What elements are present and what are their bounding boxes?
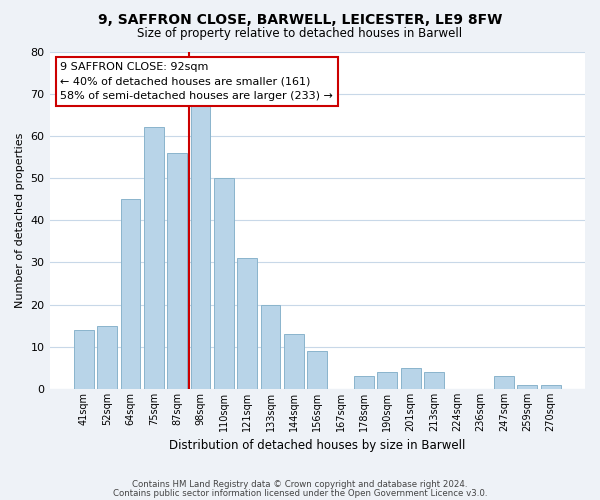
Text: Size of property relative to detached houses in Barwell: Size of property relative to detached ho… xyxy=(137,28,463,40)
Bar xyxy=(121,199,140,389)
Bar xyxy=(494,376,514,389)
Bar xyxy=(541,385,560,389)
X-axis label: Distribution of detached houses by size in Barwell: Distribution of detached houses by size … xyxy=(169,440,466,452)
Bar xyxy=(424,372,444,389)
Bar xyxy=(517,385,538,389)
Bar xyxy=(354,376,374,389)
Bar xyxy=(167,153,187,389)
Text: Contains HM Land Registry data © Crown copyright and database right 2024.: Contains HM Land Registry data © Crown c… xyxy=(132,480,468,489)
Bar xyxy=(307,351,327,389)
Text: 9 SAFFRON CLOSE: 92sqm
← 40% of detached houses are smaller (161)
58% of semi-de: 9 SAFFRON CLOSE: 92sqm ← 40% of detached… xyxy=(60,62,333,101)
Bar xyxy=(97,326,117,389)
Bar xyxy=(191,106,211,389)
Bar xyxy=(74,330,94,389)
Bar xyxy=(260,304,280,389)
Bar xyxy=(144,128,164,389)
Bar xyxy=(401,368,421,389)
Bar xyxy=(284,334,304,389)
Bar xyxy=(214,178,234,389)
Text: Contains public sector information licensed under the Open Government Licence v3: Contains public sector information licen… xyxy=(113,489,487,498)
Text: 9, SAFFRON CLOSE, BARWELL, LEICESTER, LE9 8FW: 9, SAFFRON CLOSE, BARWELL, LEICESTER, LE… xyxy=(98,12,502,26)
Y-axis label: Number of detached properties: Number of detached properties xyxy=(15,132,25,308)
Bar xyxy=(377,372,397,389)
Bar xyxy=(238,258,257,389)
